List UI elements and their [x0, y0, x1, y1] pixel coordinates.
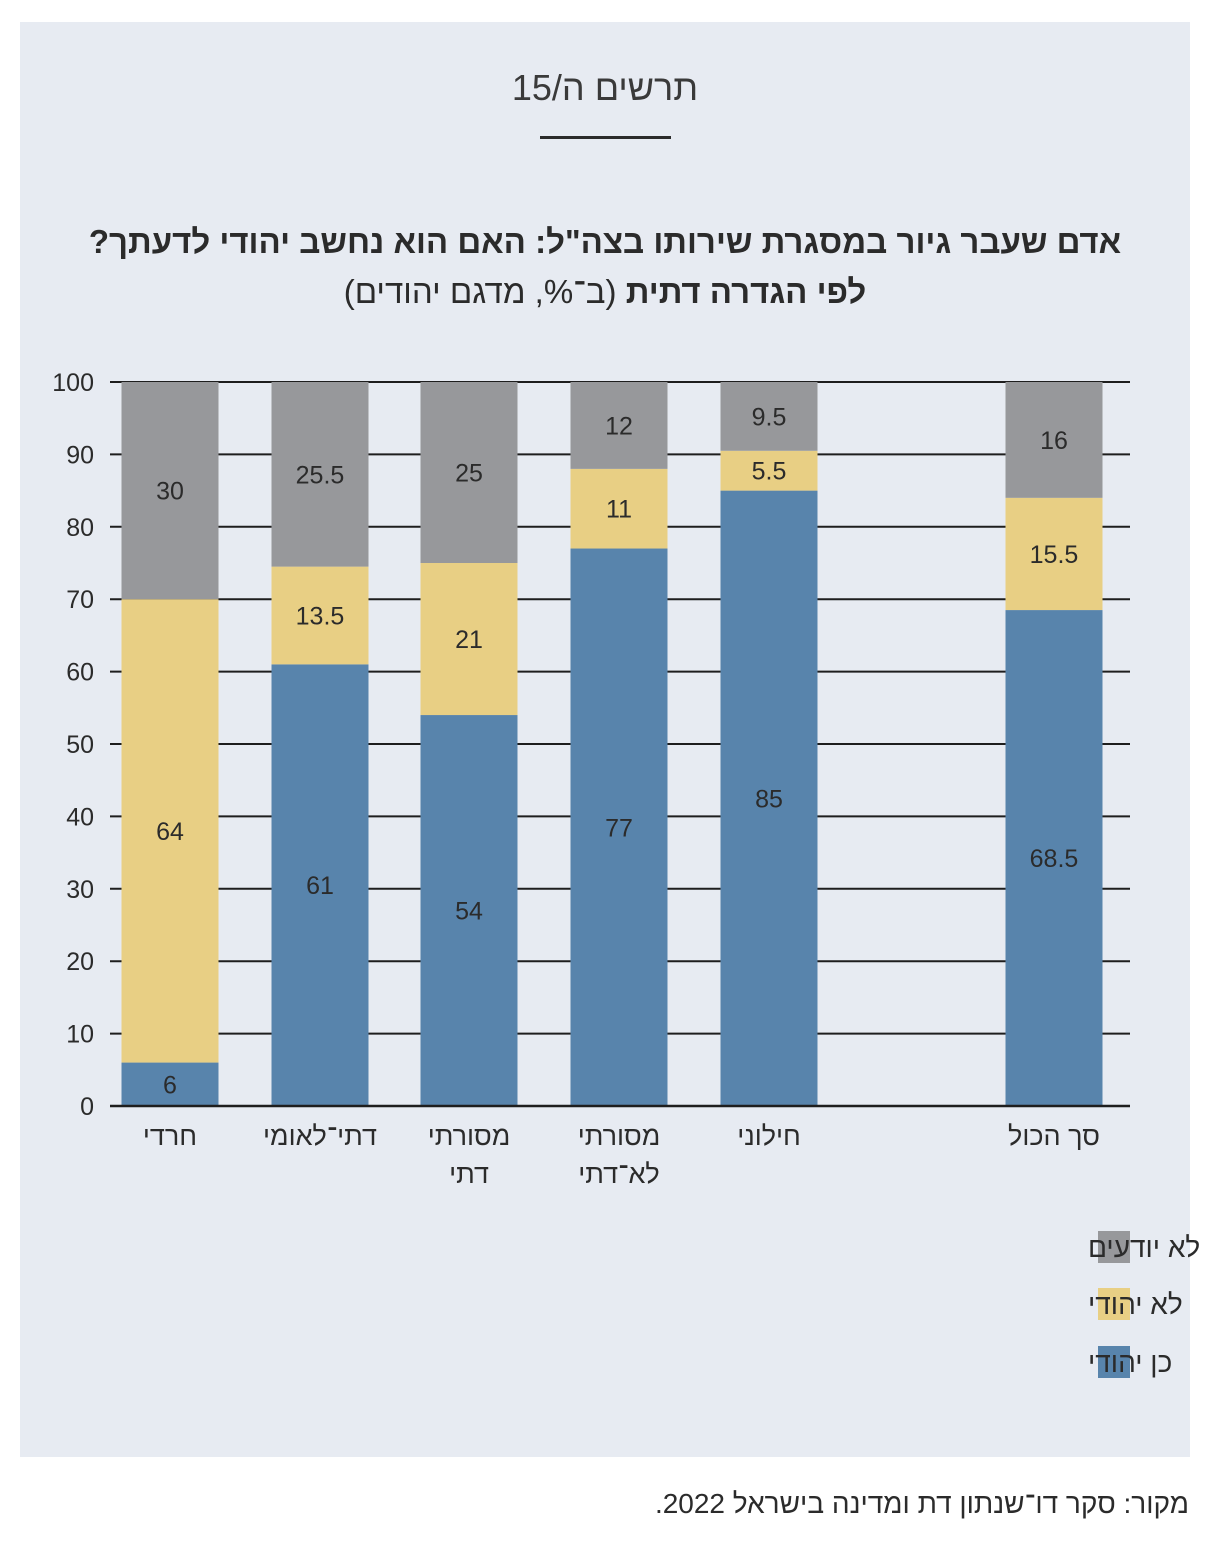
bar-segment [720, 382, 818, 451]
bar-segment [570, 548, 668, 1106]
y-tick-label: 20 [66, 948, 94, 976]
data-label: 5.5 [752, 458, 787, 486]
data-label: 6 [163, 1071, 177, 1099]
data-label: 77 [605, 814, 633, 842]
chart-title: אדם שעבר גיור במסגרת שירותו בצה"ל: האם ה… [80, 217, 1130, 317]
data-label: 25.5 [296, 461, 345, 489]
data-label: 30 [156, 478, 184, 506]
category-label: חרדי [143, 1121, 197, 1151]
y-tick-label: 100 [52, 369, 94, 397]
legend-swatch [1098, 1346, 1130, 1378]
bar-segment [271, 566, 369, 665]
y-tick-label: 80 [66, 514, 94, 542]
legend-label: לא יהודי [1088, 1289, 1183, 1320]
bar-segment [570, 468, 668, 549]
data-label: 21 [455, 626, 483, 654]
y-tick-label: 70 [66, 586, 94, 614]
legend-label: לא יודעים [1088, 1232, 1200, 1263]
data-label: 11 [606, 496, 632, 524]
bar-segment [271, 382, 369, 567]
category-label: דתי [449, 1159, 489, 1189]
data-label: 16 [1040, 427, 1068, 455]
bar-segment [420, 382, 518, 563]
category-label: מסורתי [578, 1121, 661, 1151]
bar-segment [271, 664, 369, 1106]
bar-segment [121, 1062, 219, 1106]
bar-segment [720, 450, 818, 491]
y-tick-label: 10 [66, 1021, 94, 1049]
bar-segment [1005, 382, 1103, 498]
category-label: מסורתי [428, 1121, 511, 1151]
y-tick-label: 90 [66, 441, 94, 469]
y-tick-label: 30 [66, 876, 94, 904]
data-label: 85 [755, 785, 783, 813]
chart-title-bold: אדם שעבר גיור במסגרת שירותו בצה"ל: האם ה… [88, 223, 1122, 310]
bar-segment [720, 490, 818, 1107]
data-label: 9.5 [752, 403, 787, 431]
y-tick-label: 0 [80, 1093, 94, 1121]
category-label: סך הכול [1008, 1121, 1100, 1151]
bar-segment [420, 563, 518, 716]
y-tick-label: 40 [66, 803, 94, 831]
bar-segment [121, 382, 219, 600]
y-tick-label: 50 [66, 731, 94, 759]
data-label: 25 [455, 460, 483, 488]
figure-label-rule [540, 136, 671, 139]
legend-swatch [1098, 1231, 1130, 1263]
bar-segment [1005, 610, 1103, 1106]
category-label: דתי־לאומי [263, 1121, 377, 1151]
data-label: 13.5 [296, 602, 345, 630]
bar-segment [121, 599, 219, 1063]
data-label: 61 [306, 872, 334, 900]
data-label: 54 [455, 898, 483, 926]
legend-label: כן יהודי [1088, 1347, 1172, 1378]
chart-title-sub: (ב־%, מדגם יהודים) [343, 273, 617, 310]
source-note: מקור: סקר דו־שנתון דת ומדינה בישראל 2022… [654, 1488, 1189, 1519]
data-label: 64 [156, 818, 184, 846]
data-label: 68.5 [1030, 845, 1079, 873]
category-label: לא־דתי [578, 1159, 659, 1189]
legend-swatch [1098, 1288, 1130, 1320]
bar-segment [570, 382, 668, 469]
bar-segment [1005, 497, 1103, 611]
data-label: 12 [605, 412, 633, 440]
figure-label: תרשים ה/15 [511, 67, 699, 108]
data-label: 15.5 [1030, 541, 1079, 569]
y-tick-label: 60 [66, 659, 94, 687]
category-label: חילוני [737, 1121, 801, 1151]
bar-segment [420, 715, 518, 1106]
stacked-bar-chart: 0 10 20 30 40 50 60 70 80 90 100 6 64 30 חרדי 61 13.5 25.… [52, 369, 1200, 1378]
